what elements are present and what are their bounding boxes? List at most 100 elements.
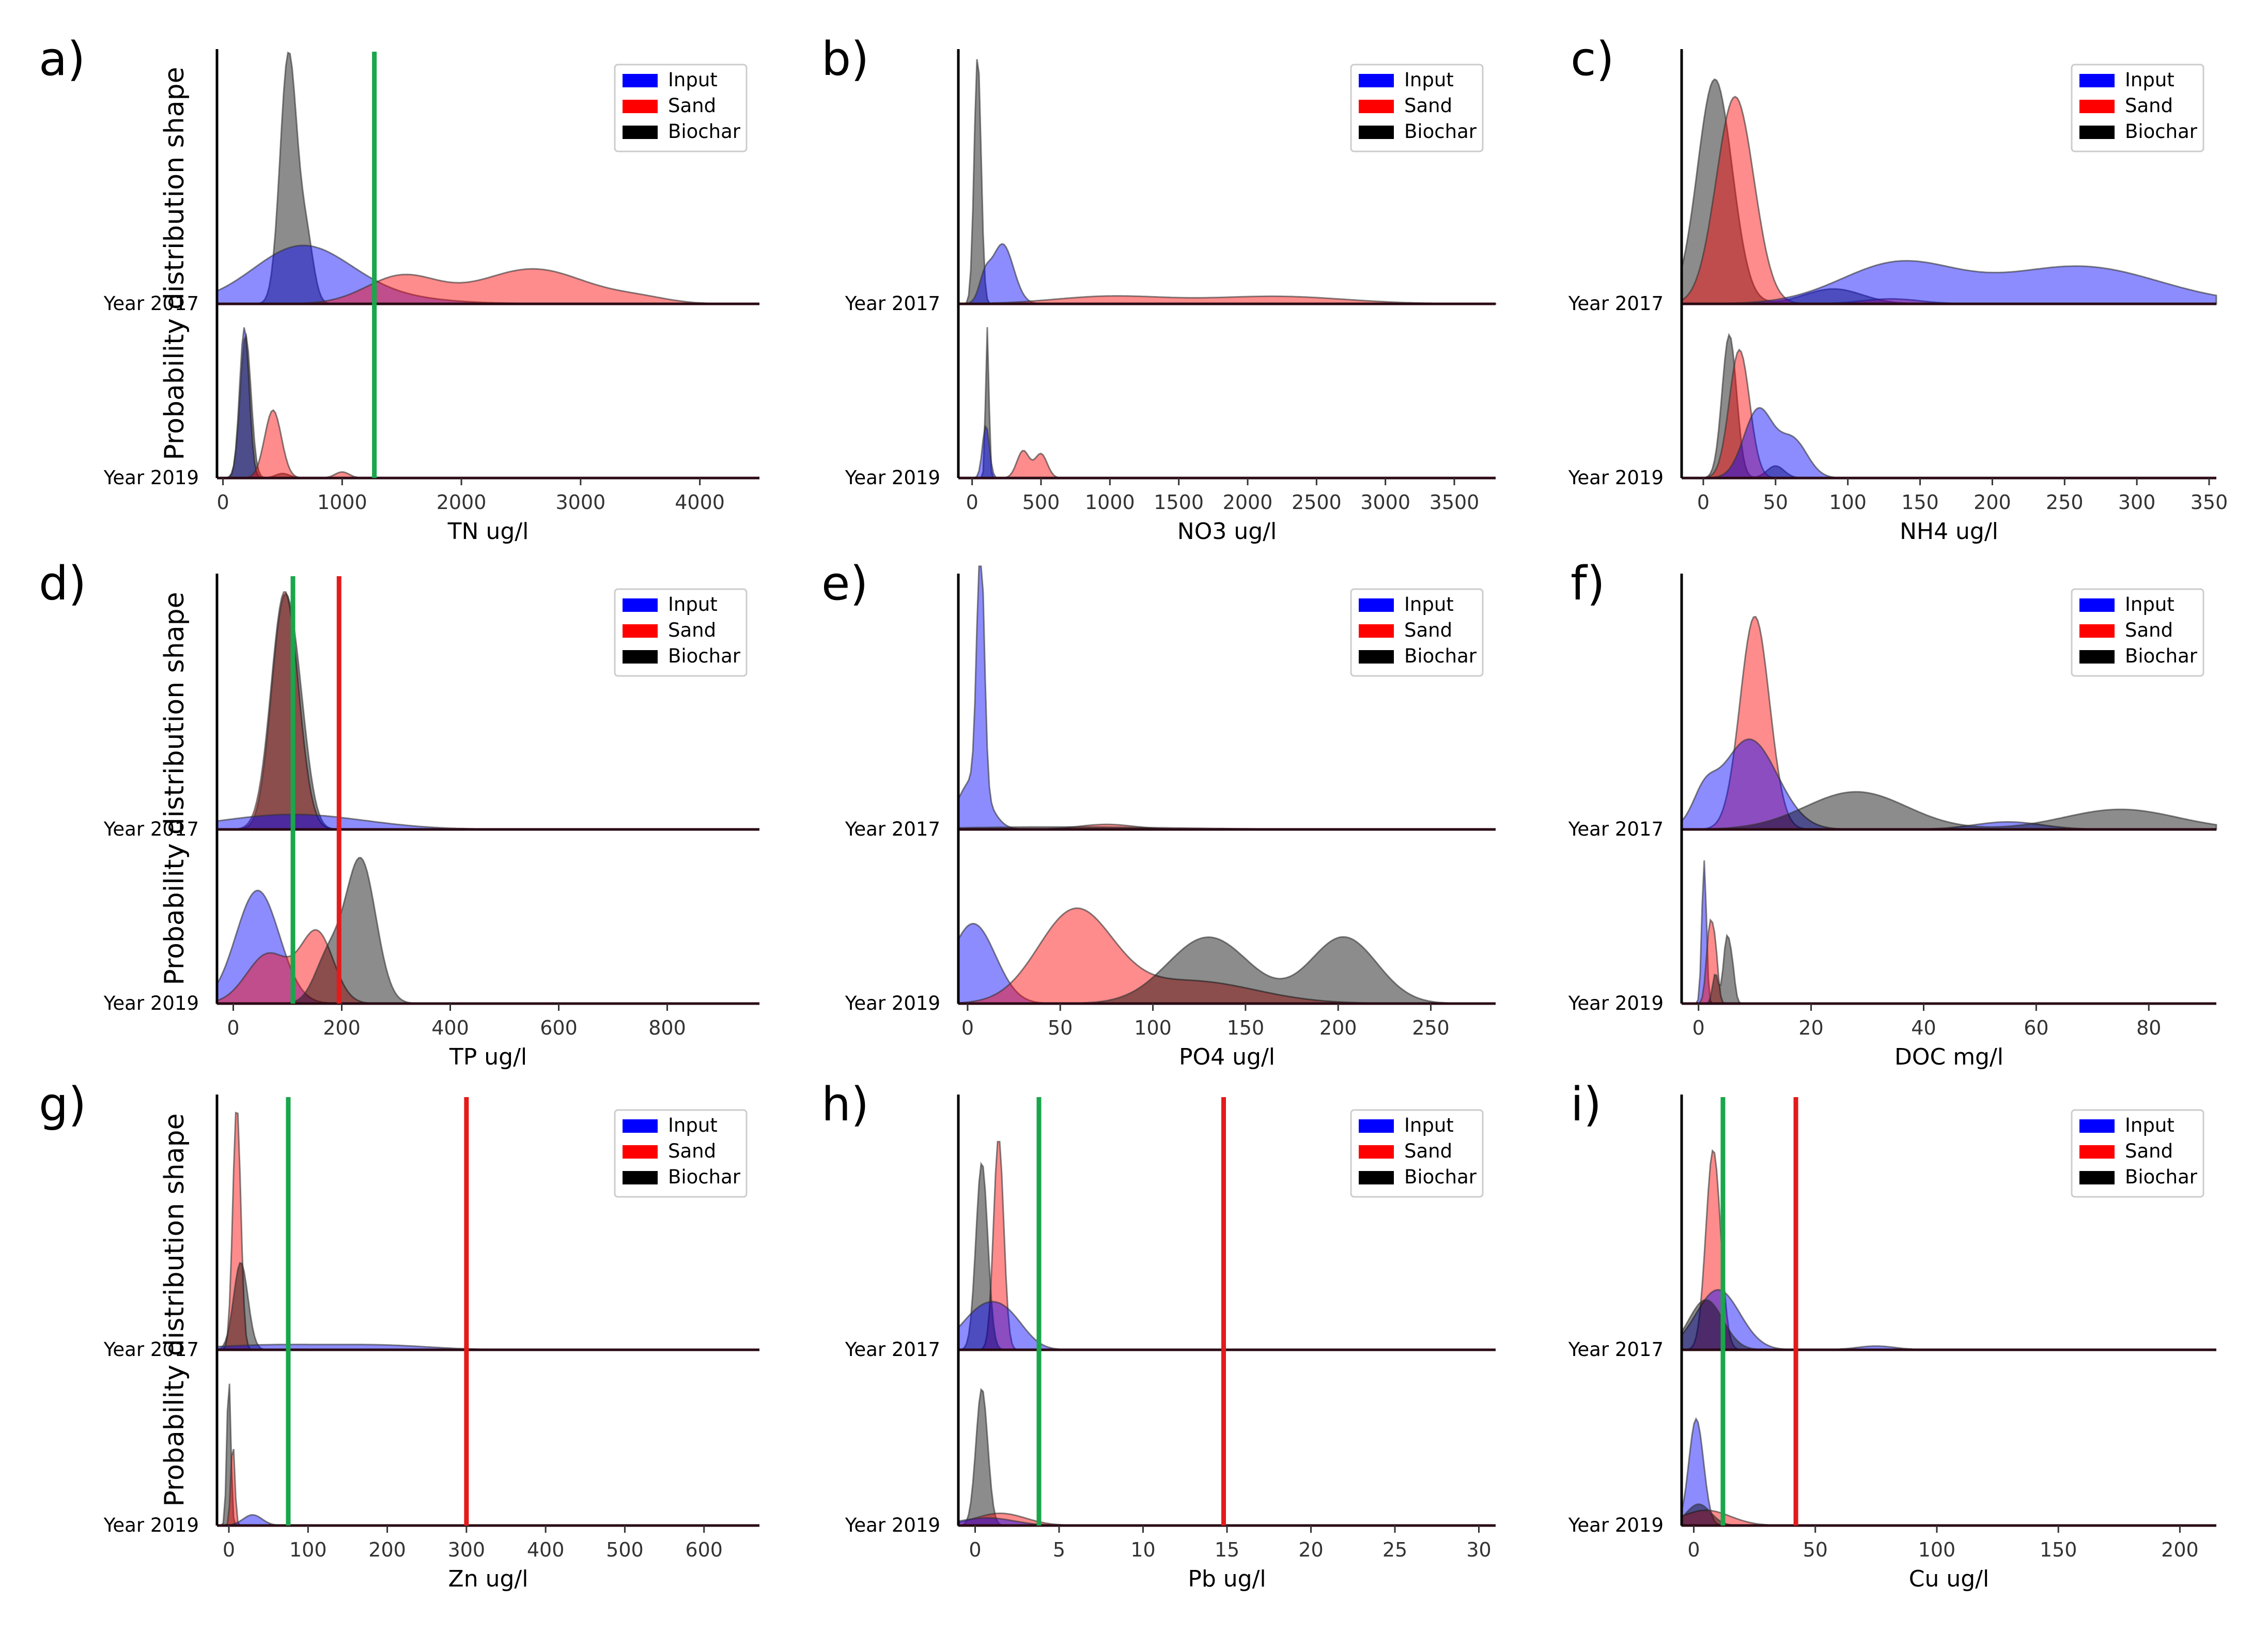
- legend-label-input: Input: [668, 69, 718, 91]
- x-tick-label: 80: [2136, 1016, 2161, 1039]
- x-axis-label: NO3 ug/l: [1177, 518, 1277, 545]
- x-tick-label: 100: [1918, 1538, 1956, 1561]
- legend-swatch-biochar: [1359, 1171, 1394, 1184]
- density-sand-2019: [217, 1449, 759, 1527]
- density-input-2019: [217, 1514, 759, 1527]
- x-tick-label: 2000: [1223, 491, 1273, 514]
- density-input-2019: [1682, 860, 2216, 1005]
- legend-label-sand: Sand: [668, 1140, 716, 1162]
- x-tick-label: 20: [1298, 1538, 1323, 1561]
- legend-label-sand: Sand: [1404, 619, 1452, 641]
- x-tick-label: 800: [648, 1016, 686, 1039]
- x-tick-label: 150: [2040, 1538, 2077, 1561]
- x-tick-label: 3000: [555, 491, 605, 514]
- x-tick-label: 40: [1911, 1016, 1936, 1039]
- x-tick-label: 10: [1130, 1538, 1155, 1561]
- legend-swatch-sand: [2079, 624, 2115, 638]
- legend-label-sand: Sand: [1404, 1140, 1452, 1162]
- x-axis-label: Cu ug/l: [1909, 1566, 1989, 1592]
- legend-label-biochar: Biochar: [1404, 1166, 1477, 1188]
- row-label-2019: Year 2019: [845, 467, 940, 489]
- legend-swatch-biochar: [2079, 650, 2115, 664]
- x-tick-label: 1000: [1085, 491, 1135, 514]
- legend-swatch-biochar: [623, 650, 658, 664]
- panel-f: f) Year 2017 Year 2019 0 20 40 60 80 DOC mg/l Inp…: [1568, 557, 2217, 1070]
- density-sand-2019: [1682, 918, 2216, 1005]
- legend-label-input: Input: [2125, 593, 2174, 615]
- x-tick-label: 0: [216, 491, 229, 514]
- x-tick-label: 100: [1829, 491, 1867, 514]
- panel-i: i) Year 2017 Year 2019 0 50 100 150 200 Cu ug/l I…: [1568, 1077, 2216, 1592]
- row-label-2019: Year 2019: [103, 1514, 199, 1536]
- row-label-2017: Year 2017: [1568, 1338, 1664, 1361]
- legend-swatch-sand: [623, 624, 658, 638]
- density-biochar-2017: [1681, 791, 2217, 830]
- x-tick-label: 5: [1053, 1538, 1065, 1561]
- density-input-2019: [1681, 1417, 2216, 1527]
- legend-label-biochar: Biochar: [668, 120, 741, 143]
- x-tick-label: 600: [540, 1016, 578, 1039]
- row-label-2017: Year 2017: [1568, 292, 1664, 315]
- legend-label-sand: Sand: [2125, 95, 2173, 117]
- panel-letter: h): [821, 1077, 869, 1132]
- legend-label-biochar: Biochar: [668, 645, 741, 667]
- row-label-2017: Year 2017: [845, 292, 940, 315]
- x-tick-label: 1000: [317, 491, 367, 514]
- x-tick-label: 50: [1048, 1016, 1073, 1039]
- x-tick-label: 0: [1687, 1538, 1700, 1561]
- legend-swatch-input: [623, 1119, 658, 1133]
- legend-label-input: Input: [1404, 593, 1454, 615]
- legend-swatch-input: [623, 598, 658, 612]
- x-tick-label: 200: [2161, 1538, 2199, 1561]
- x-tick-label: 250: [1412, 1016, 1450, 1039]
- y-axis-label: Probability distribution shape: [159, 592, 190, 985]
- x-tick-label: 200: [1319, 1016, 1357, 1039]
- legend-swatch-input: [1359, 598, 1394, 612]
- legend-label-biochar: Biochar: [668, 1166, 741, 1188]
- row-label-2017: Year 2017: [103, 1338, 199, 1361]
- x-tick-label: 300: [2118, 491, 2156, 514]
- legend-swatch-input: [623, 74, 658, 87]
- legend-label-input: Input: [2125, 69, 2174, 91]
- legend-label-sand: Sand: [668, 619, 716, 641]
- legend-label-sand: Sand: [1404, 95, 1452, 117]
- legend-swatch-input: [2079, 74, 2115, 87]
- x-axis-label: TP ug/l: [449, 1044, 527, 1070]
- x-tick-label: 0: [1697, 491, 1710, 514]
- x-tick-label: 0: [969, 1538, 981, 1561]
- x-tick-label: 0: [1692, 1016, 1705, 1039]
- legend-swatch-biochar: [1359, 126, 1394, 139]
- row-label-2017: Year 2017: [1568, 818, 1664, 840]
- row-label-2017: Year 2017: [103, 818, 199, 840]
- row-label-2019: Year 2019: [845, 1514, 940, 1536]
- x-tick-label: 150: [1901, 491, 1939, 514]
- x-tick-label: 25: [1382, 1538, 1407, 1561]
- panel-letter: e): [821, 557, 868, 611]
- x-tick-label: 4000: [675, 491, 725, 514]
- x-tick-label: 3000: [1360, 491, 1410, 514]
- density-input-2017: [1681, 260, 2217, 305]
- row-label-2019: Year 2019: [1568, 467, 1664, 489]
- legend-label-input: Input: [2125, 1114, 2174, 1136]
- density-biochar-2019: [1681, 1503, 2216, 1527]
- x-tick-label: 100: [289, 1538, 327, 1561]
- density-input-2017: [216, 813, 759, 830]
- legend-label-biochar: Biochar: [1404, 645, 1477, 667]
- legend-swatch-input: [2079, 1119, 2115, 1133]
- row-label-2019: Year 2019: [103, 467, 199, 489]
- x-axis-label: DOC mg/l: [1894, 1044, 2003, 1070]
- panel-letter: f): [1571, 557, 1605, 611]
- x-tick-label: 400: [431, 1016, 469, 1039]
- legend-swatch-sand: [623, 100, 658, 113]
- legend-swatch-sand: [1359, 624, 1394, 638]
- density-biochar-2019: [217, 1383, 759, 1527]
- x-tick-label: 350: [2191, 491, 2228, 514]
- panel-h: h) Year 2017 Year 2019 0 5 10 15 20 25 30 Pb ug/l I…: [821, 1077, 1496, 1592]
- x-tick-label: 50: [1803, 1538, 1828, 1561]
- legend-swatch-biochar: [2079, 126, 2115, 139]
- panel-letter: g): [39, 1077, 86, 1132]
- x-tick-label: 3500: [1430, 491, 1480, 514]
